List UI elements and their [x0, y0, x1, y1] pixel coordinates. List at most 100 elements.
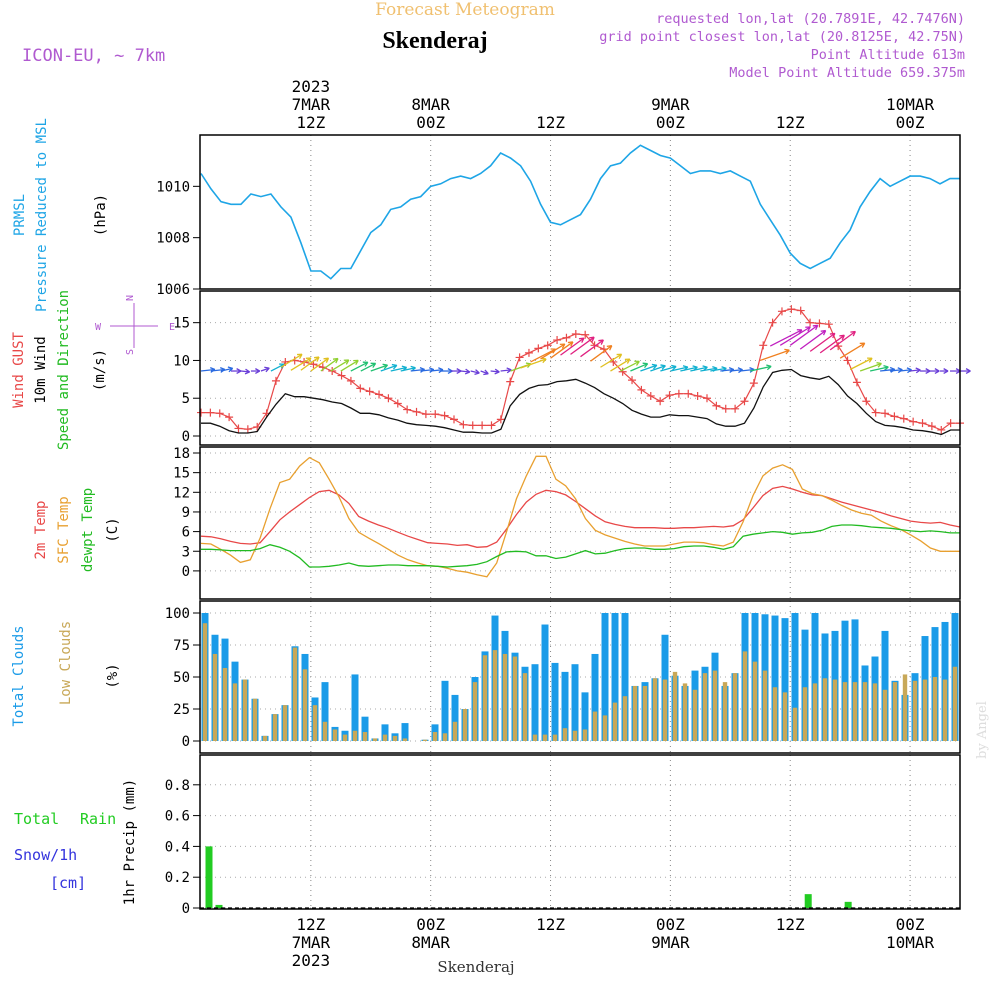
wind-direction-arrow — [520, 358, 547, 369]
bottom-time-label: 12Z — [536, 915, 565, 934]
watermark: by Angel — [975, 701, 990, 759]
total-cloud-bar — [771, 615, 779, 741]
gust-marker — [693, 391, 702, 400]
wind-arrow-head — [634, 360, 640, 366]
gust-marker — [384, 394, 393, 403]
wind-arrow-head — [464, 368, 471, 375]
low-cloud-bar — [832, 679, 838, 741]
wind-arrow-head — [456, 368, 462, 374]
low-cloud-bar — [202, 623, 208, 741]
wind-arrow-head — [313, 356, 320, 362]
panel-frame — [199, 290, 961, 446]
wind-direction-arrow — [590, 345, 613, 362]
low-cloud-bar — [852, 682, 858, 741]
wind-arrow-head — [598, 339, 604, 345]
gust-marker — [618, 367, 627, 376]
wind-arrow-head — [651, 363, 658, 370]
total-cloud-bar — [551, 662, 559, 741]
low-cloud-bar — [702, 673, 708, 741]
total-cloud-bar — [441, 680, 449, 741]
low-cloud-bar — [922, 679, 928, 741]
gust-marker — [234, 424, 243, 433]
low-cloud-bar — [312, 705, 318, 741]
wind-direction-arrow — [869, 366, 889, 372]
gust-marker — [506, 377, 515, 386]
wind-direction-arrow — [620, 360, 640, 372]
wind-arrow-head — [567, 341, 574, 347]
gust-marker — [449, 415, 458, 424]
total-cloud-label: Total Clouds — [11, 625, 27, 726]
point-altitude: Point Altitude 613m — [811, 47, 965, 63]
gust-marker — [899, 414, 908, 423]
wind-direction-arrow — [630, 363, 648, 372]
low-cloud-bar — [252, 698, 258, 741]
gust-marker — [777, 307, 786, 316]
wind-direction-arrow — [500, 369, 512, 372]
wind-arrow-head — [332, 357, 339, 364]
rain-bar — [205, 846, 213, 908]
total-cloud-bar — [581, 692, 589, 741]
snow-label: Snow/1h — [14, 846, 77, 864]
low-cloud-bar — [262, 735, 268, 741]
y-tick-label: 5 — [182, 391, 190, 407]
total-cloud-bar — [381, 724, 389, 741]
y-tick-label: 9 — [182, 505, 190, 521]
wind-arrow-head — [965, 368, 971, 374]
y-tick-label: 50 — [173, 670, 190, 686]
wind-direction-arrow — [680, 366, 698, 372]
total-cloud-bar — [811, 613, 819, 741]
top-time-label: 00Z — [656, 113, 685, 132]
wind-arrow-head — [382, 363, 389, 370]
low-cloud-bar — [682, 683, 688, 741]
low-cloud-bar — [282, 705, 288, 741]
low-cloud-bar — [672, 671, 678, 741]
wind-arrow-head — [343, 359, 350, 365]
gust-marker — [440, 411, 449, 420]
wind-direction-arrow — [400, 367, 416, 372]
low-cloud-bar — [462, 709, 468, 741]
wind-direction-arrow — [570, 336, 595, 355]
gust-marker — [215, 409, 224, 418]
bottom-time-label: 12Z — [776, 915, 805, 934]
low-cloud-bar — [792, 707, 798, 741]
gust-marker — [712, 401, 721, 410]
top-time-label: 00Z — [896, 113, 925, 132]
wind-direction-arrow — [420, 368, 434, 372]
low-cloud-bar — [472, 682, 478, 741]
gust-marker — [759, 341, 768, 350]
gust-marker — [553, 336, 562, 345]
rain-bar — [215, 904, 223, 908]
sfc-temp-line — [200, 455, 960, 578]
low-cloud-bar — [942, 679, 948, 741]
low-cloud-bar — [452, 721, 458, 741]
gust-marker — [581, 330, 590, 339]
wind-arrow-head — [578, 337, 585, 343]
wind-arrow-head — [906, 367, 912, 374]
wind-arrow-head — [559, 343, 566, 349]
gust-marker — [487, 421, 496, 430]
y-tick-label: 0.6 — [165, 809, 190, 825]
wind-direction-arrow — [660, 365, 677, 372]
gust-marker — [243, 425, 252, 434]
wind-arrow-head — [859, 342, 866, 348]
axis-text-layer: 20237MAR12Z12Z7MAR20238MAR00Z00Z8MAR12Z1… — [156, 77, 934, 970]
wind-arrow-head — [671, 364, 677, 371]
low-cloud-bar — [352, 730, 358, 741]
low-cloud-bar — [442, 733, 448, 741]
y-tick-label: 15 — [173, 466, 190, 482]
low-cloud-bar — [222, 668, 228, 741]
wind-arrow-head — [839, 334, 845, 341]
y-tick-label: 0.8 — [165, 778, 190, 794]
wind-direction-arrow — [859, 362, 882, 372]
low-cloud-bar — [642, 685, 648, 741]
wind-arrow-head — [812, 324, 819, 331]
wind-direction-arrow — [819, 334, 845, 354]
total-cloud-bar — [361, 716, 369, 741]
low-cloud-bar — [482, 655, 488, 741]
panel-frame — [199, 600, 961, 754]
total-cloud-bar — [611, 613, 619, 741]
gust-marker — [843, 356, 852, 365]
bottom-time-label: 9MAR — [651, 933, 690, 952]
bottom-time-label: 00Z — [896, 915, 925, 934]
total-cloud-bar — [531, 664, 539, 741]
